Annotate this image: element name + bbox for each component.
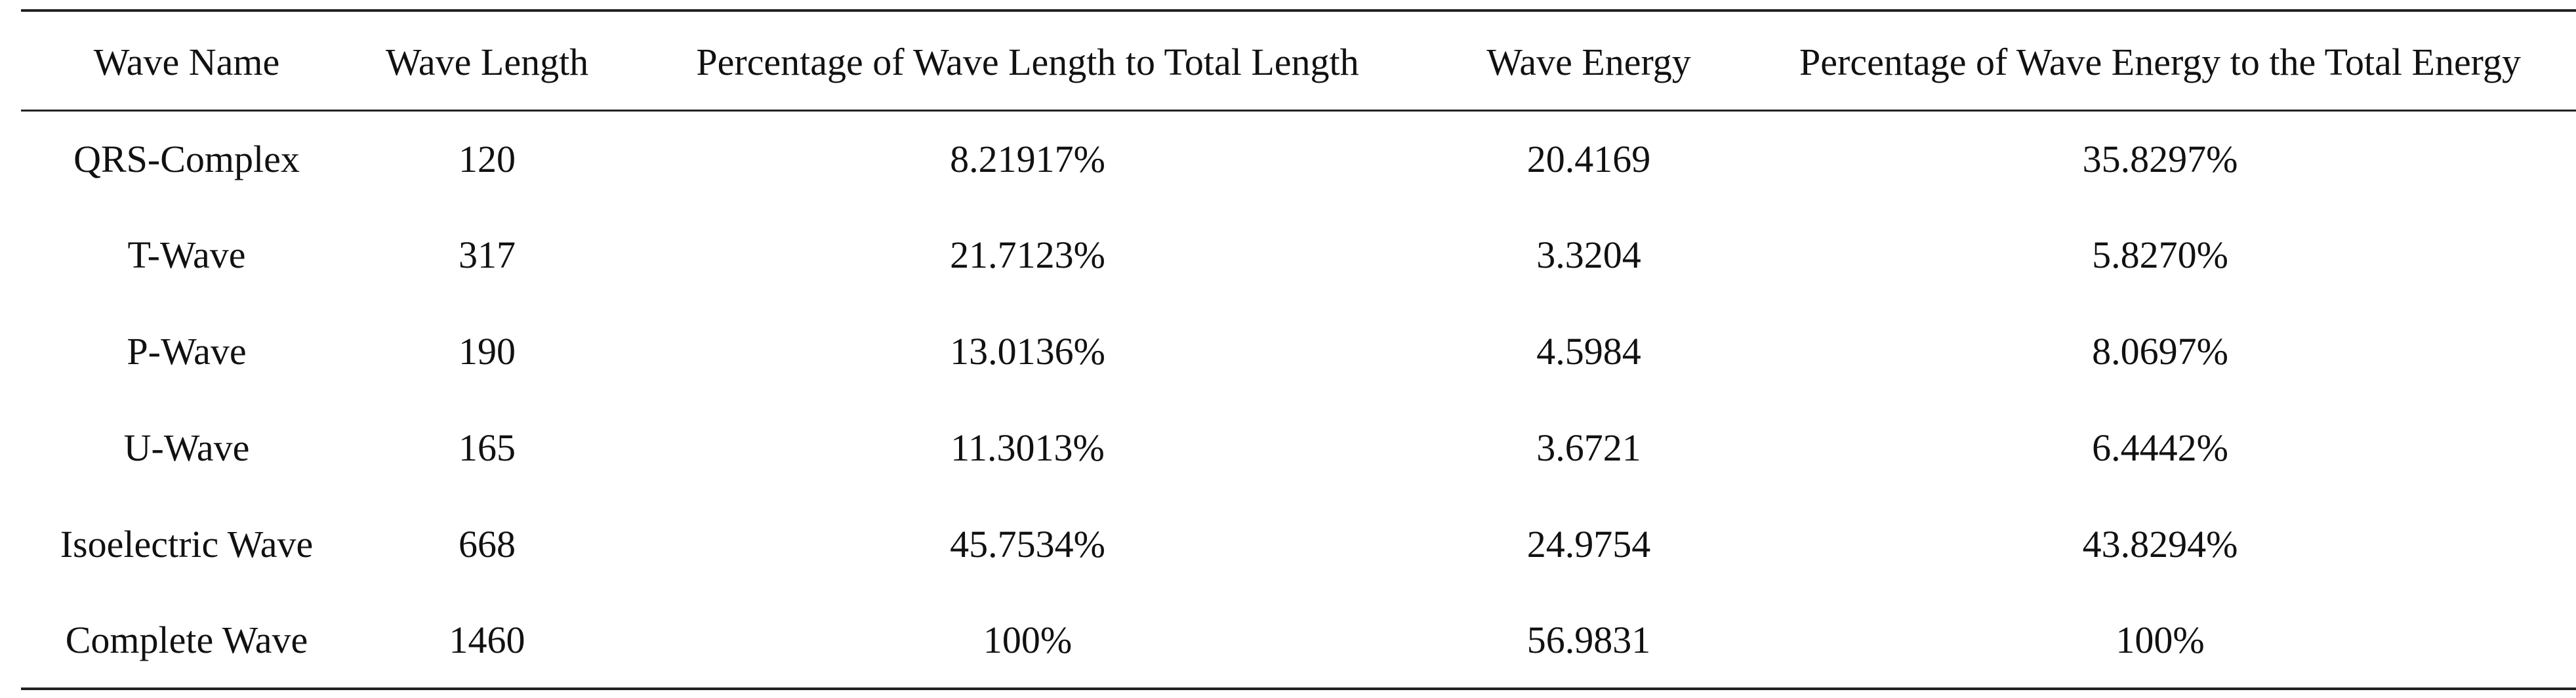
header-wave-name: Wave Name [93, 40, 280, 83]
cell-wave-energy: 3.3204 [1536, 234, 1641, 276]
cell-wave-energy: 24.9754 [1526, 523, 1651, 565]
table-row: Isoelectric Wave 668 45.7534% 24.9754 43… [21, 496, 2576, 592]
cell-percentage-length: 21.7123% [950, 234, 1105, 276]
cell-wave-name: T-Wave [127, 234, 246, 276]
header-percentage-energy: Percentage of Wave Energy to the Total E… [1799, 40, 2521, 83]
cell-wave-name: Isoelectric Wave [60, 523, 314, 565]
cell-wave-name: P-Wave [127, 330, 247, 373]
wave-statistics-table: Wave Name Wave Length Percentage of Wave… [21, 9, 2576, 690]
cell-wave-name: U-Wave [123, 426, 250, 469]
table-row: QRS-Complex 120 8.21917% 20.4169 35.8297… [21, 110, 2576, 207]
cell-percentage-energy: 6.4442% [2092, 426, 2228, 469]
cell-wave-length: 317 [459, 234, 516, 276]
cell-wave-energy: 3.6721 [1536, 426, 1641, 469]
cell-percentage-length: 11.3013% [951, 426, 1105, 469]
table-row: P-Wave 190 13.0136% 4.5984 8.0697% [21, 303, 2576, 400]
cell-wave-energy: 56.9831 [1526, 619, 1651, 661]
header-wave-energy: Wave Energy [1486, 40, 1691, 83]
wave-table-container: Wave Name Wave Length Percentage of Wave… [21, 9, 2576, 689]
table-row: U-Wave 165 11.3013% 3.6721 6.4442% [21, 400, 2576, 496]
table-row: T-Wave 317 21.7123% 3.3204 5.8270% [21, 207, 2576, 303]
cell-percentage-length: 8.21917% [950, 137, 1105, 180]
table-body: QRS-Complex 120 8.21917% 20.4169 35.8297… [21, 110, 2576, 689]
cell-wave-energy: 20.4169 [1526, 137, 1651, 180]
table-row: Complete Wave 1460 100% 56.9831 100% [21, 592, 2576, 689]
header-row: Wave Name Wave Length Percentage of Wave… [21, 10, 2576, 110]
cell-percentage-energy: 35.8297% [2082, 137, 2238, 180]
cell-wave-length: 120 [459, 137, 516, 180]
cell-percentage-energy: 43.8294% [2082, 523, 2238, 565]
cell-wave-length: 165 [459, 426, 516, 469]
cell-percentage-length: 45.7534% [950, 523, 1105, 565]
cell-percentage-energy: 100% [2116, 619, 2205, 661]
cell-wave-name: Complete Wave [65, 619, 308, 661]
cell-wave-length: 1460 [449, 619, 525, 661]
cell-percentage-energy: 5.8270% [2092, 234, 2228, 276]
cell-percentage-length: 100% [983, 619, 1073, 661]
header-wave-length: Wave Length [385, 40, 589, 83]
header-percentage-length: Percentage of Wave Length to Total Lengt… [696, 40, 1359, 83]
cell-wave-name: QRS-Complex [73, 137, 300, 180]
cell-wave-energy: 4.5984 [1536, 330, 1641, 373]
cell-wave-length: 668 [459, 523, 516, 565]
cell-wave-length: 190 [459, 330, 516, 373]
cell-percentage-length: 13.0136% [950, 330, 1105, 373]
table-header: Wave Name Wave Length Percentage of Wave… [21, 10, 2576, 110]
cell-percentage-energy: 8.0697% [2092, 330, 2228, 373]
